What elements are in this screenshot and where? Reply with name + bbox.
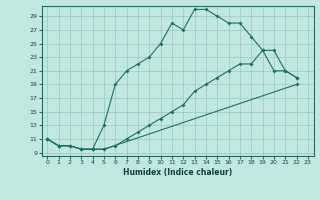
X-axis label: Humidex (Indice chaleur): Humidex (Indice chaleur) (123, 168, 232, 177)
